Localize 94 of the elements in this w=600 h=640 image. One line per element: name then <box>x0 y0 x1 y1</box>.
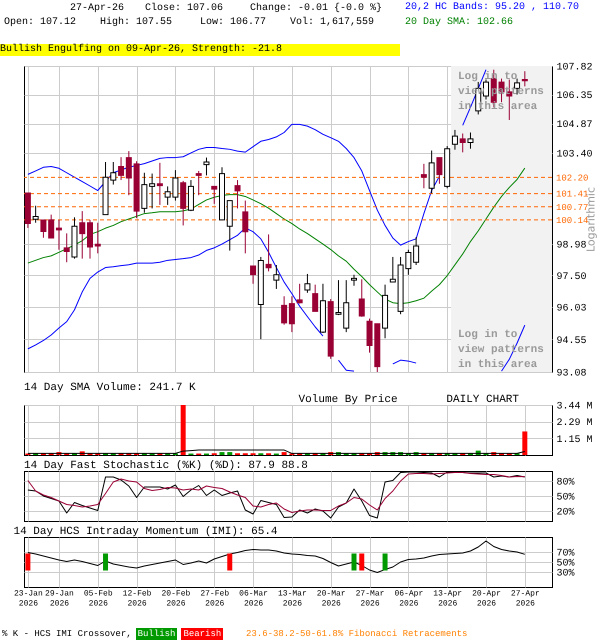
candlestick <box>156 162 163 206</box>
y-tick-label: 94.55 <box>556 336 587 347</box>
candlestick <box>188 180 194 212</box>
text: 27-Apr-26 <box>70 3 124 15</box>
candlestick <box>250 266 256 284</box>
text: Low: 106.77 <box>200 17 266 29</box>
candlestick <box>281 296 288 326</box>
x-tick-label: 05-Feb 2026 <box>84 590 113 608</box>
y-tick-label: 80% <box>556 478 575 488</box>
chart-title: 14 Day HCS Intraday Momentum (IMI): 65.4 <box>13 526 278 538</box>
y-tick-label: 50% <box>556 492 575 504</box>
y-tick-label: 103.40 <box>556 150 593 161</box>
y-tick-label: 98.98 <box>556 240 587 252</box>
x-tick-label: 20-Feb 2026 <box>162 590 191 608</box>
text: Close: 107.06 <box>145 3 224 15</box>
text: Bullish <box>136 628 178 640</box>
x-tick-label: 27-Mar 2026 <box>356 590 385 608</box>
candlestick <box>32 205 39 224</box>
y-tick-label: 2.29 M <box>556 418 593 430</box>
candlestick <box>296 283 303 304</box>
text: Bearish <box>181 628 224 640</box>
x-tick-label: 12-Feb 2026 <box>122 590 152 608</box>
candlestick <box>110 162 116 186</box>
text: Change: -0.01 {-0.0 %} <box>250 3 382 15</box>
bar <box>180 405 186 455</box>
line-series <box>27 168 526 304</box>
annotation: DAILY CHART <box>446 394 520 406</box>
y-tick-label: 50% <box>556 558 575 570</box>
candlestick <box>211 186 218 204</box>
text: 20,2 HC Bands: 95.20 , 110.70 <box>405 2 580 14</box>
chart-title: 14 Day Fast Stochastic (%K) (%D): 87.9 88.8 <box>24 460 308 472</box>
ref-line-label: 100.77 <box>556 202 588 213</box>
x-tick-label: 23-Jan 2026 <box>14 590 43 608</box>
y-tick-label: 30% <box>556 568 575 580</box>
y-tick-label: 96.03 <box>556 304 587 315</box>
x-tick-label: 06-Mar 2026 <box>239 590 268 608</box>
candlestick <box>79 210 86 260</box>
candlestick <box>94 222 101 254</box>
candlestick <box>358 278 365 318</box>
chart-title: 14 Day SMA Volume: 241.7 K <box>24 382 196 394</box>
candlestick <box>266 234 272 272</box>
x-tick-label: 27-Feb 2026 <box>200 590 230 608</box>
text: High: 107.55 <box>100 17 172 29</box>
candlestick <box>522 70 528 87</box>
y-tick-label: 106.35 <box>556 91 593 102</box>
text: 20 Day SMA: 102.66 <box>405 17 514 29</box>
candlestick <box>436 157 442 184</box>
text: Vol: 1,617,559 <box>290 17 374 29</box>
candlestick <box>56 219 62 250</box>
y-tick-label: 97.50 <box>556 272 587 283</box>
x-tick-label: 27-Apr 2026 <box>510 590 540 608</box>
y-tick-label: 70% <box>556 548 575 560</box>
candlestick <box>164 186 171 206</box>
candlestick <box>420 163 427 189</box>
y-tick-label: 104.87 <box>556 120 593 132</box>
bar <box>522 431 528 455</box>
candlestick <box>351 274 357 286</box>
ref-line-label: 102.20 <box>556 173 588 184</box>
ref-line-label: 101.41 <box>556 190 588 200</box>
candlestick <box>118 156 124 181</box>
candlestick <box>467 132 474 150</box>
x-tick-label: 13-Apr 2026 <box>433 590 462 608</box>
annotation: Volume By Price <box>298 394 398 406</box>
y-tick-label: 93.08 <box>556 368 587 380</box>
candlestick <box>172 170 178 202</box>
chart-title: Bullish Engulfing on 09-Apr-26, Strength: -21.8 <box>0 44 400 56</box>
x-tick-label: 06-Apr 2026 <box>394 590 424 608</box>
line-series <box>27 540 526 573</box>
ref-line-label: 100.14 <box>556 216 588 226</box>
candlestick <box>452 129 458 150</box>
legend-title: % K - HCS IMI Crossover, <box>2 629 132 639</box>
candlestick <box>64 232 70 263</box>
candlestick <box>288 296 295 333</box>
y-tick-label: 20% <box>556 508 575 518</box>
candlestick <box>460 132 466 153</box>
candlestick <box>242 200 248 254</box>
x-tick-label: 13-Mar 2026 <box>278 590 307 608</box>
candlestick <box>273 264 280 290</box>
x-tick-label: 20-Mar 2026 <box>316 590 346 608</box>
bar <box>220 452 224 455</box>
bar <box>227 452 232 455</box>
y-tick-label: 107.82 <box>556 62 593 74</box>
candlestick <box>196 170 202 196</box>
candlestick <box>304 273 310 294</box>
text: Open: 107.12 <box>4 17 76 29</box>
candlestick <box>312 284 318 312</box>
x-tick-label: 20-Apr 2026 <box>472 590 502 608</box>
x-tick-label: 29-Jan 2026 <box>45 590 74 608</box>
candlestick <box>203 157 210 176</box>
text: 23.6-38.2-50-61.8% Fibonacci Retracements <box>246 628 468 640</box>
bar <box>282 452 287 455</box>
candlestick <box>234 180 241 209</box>
y-tick-label: 3.44 M <box>556 402 593 412</box>
y-tick-label: 1.15 M <box>556 434 593 446</box>
